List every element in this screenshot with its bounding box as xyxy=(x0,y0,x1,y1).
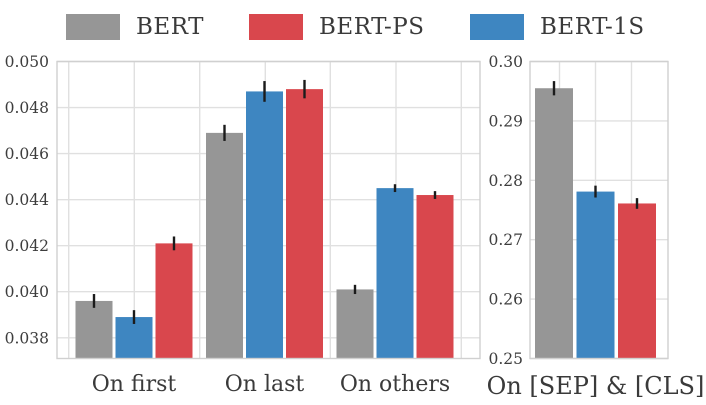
y-tick-label: 0.26 xyxy=(488,291,523,309)
bar-bert-1s-on-others xyxy=(376,188,414,359)
y-tick-label: 0.050 xyxy=(5,53,49,71)
legend-label-bert-ps: BERT-PS xyxy=(319,14,425,40)
x-category-label: On others xyxy=(340,372,450,397)
legend-label-bert: BERT xyxy=(136,14,204,40)
y-tick-label: 0.038 xyxy=(5,329,49,347)
legend-label-bert-1s: BERT-1S xyxy=(540,14,645,40)
y-tick-label: 0.048 xyxy=(5,99,49,117)
bar-bert-on-last xyxy=(206,132,243,359)
y-tick-label: 0.30 xyxy=(488,53,523,71)
y-tick-label: 0.25 xyxy=(488,350,523,368)
y-tick-label: 0.042 xyxy=(5,237,49,255)
y-tick-label: 0.046 xyxy=(5,145,49,163)
bar-bert-on-others xyxy=(336,289,374,359)
legend-item-bert-1s: BERT-1S xyxy=(470,14,645,40)
y-tick-label: 0.29 xyxy=(488,112,523,130)
legend-swatch-bert-1s xyxy=(470,14,524,40)
y-tick-label: 0.27 xyxy=(488,231,523,249)
bar-bert-on-first xyxy=(75,300,113,359)
bar-bert-ps-on-others xyxy=(416,195,454,359)
bar-bert-ps-on-last xyxy=(286,89,323,359)
legend-swatch-bert xyxy=(66,14,120,40)
x-category-label: On [SEP] & [CLS] xyxy=(487,372,705,400)
x-category-label: On last xyxy=(225,372,305,397)
y-tick-label: 0.040 xyxy=(5,283,49,301)
bar-bert-on-sep-cls- xyxy=(535,88,573,359)
bar-bert-1s-on-last xyxy=(246,91,283,359)
y-tick-label: 0.044 xyxy=(5,191,50,209)
x-category-label: On first xyxy=(92,372,177,397)
legend-item-bert: BERT xyxy=(66,14,204,40)
panel-border xyxy=(56,60,481,360)
bar-bert-ps-on-first xyxy=(155,243,193,359)
panel-border xyxy=(529,60,669,360)
bar-bert-ps-on-sep-cls- xyxy=(618,203,656,359)
bar-bert-1s-on-sep-cls- xyxy=(576,191,615,359)
y-tick-label: 0.28 xyxy=(488,172,523,190)
legend-item-bert-ps: BERT-PS xyxy=(249,14,424,40)
legend-swatch-bert-ps xyxy=(249,14,303,40)
